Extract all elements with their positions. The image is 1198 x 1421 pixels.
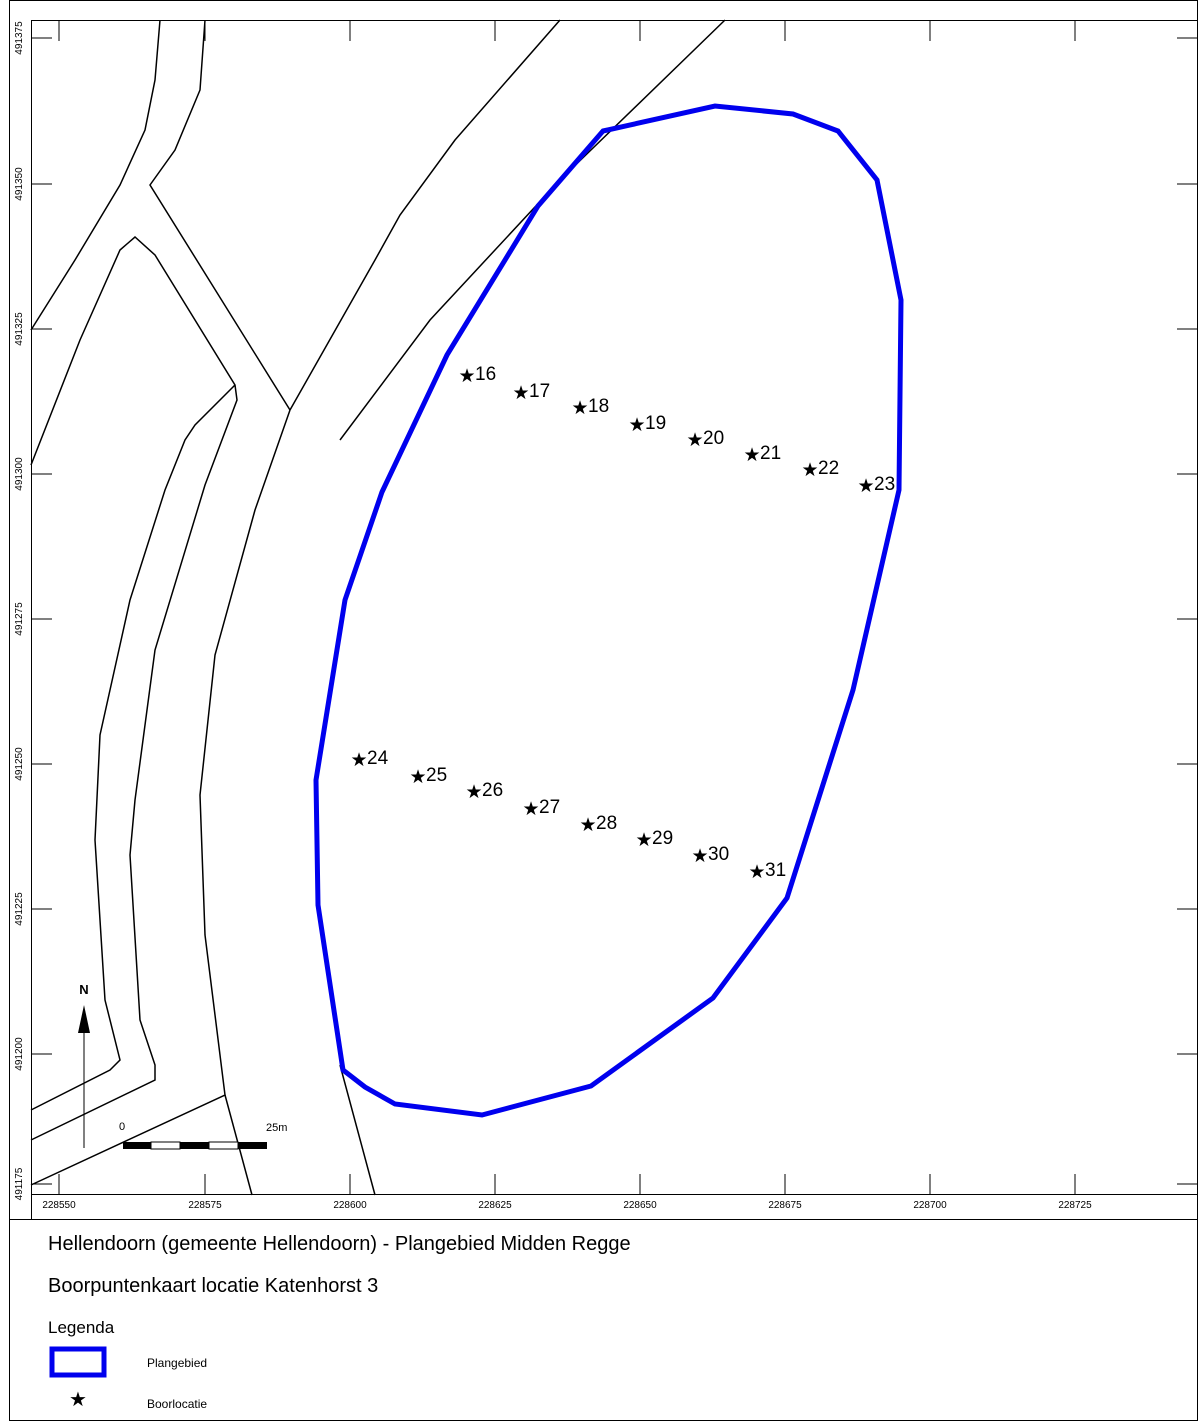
boring-point-label: 30 — [708, 844, 729, 865]
boring-point-star-icon: ★ — [465, 781, 482, 803]
road-line — [339, 19, 726, 441]
scalebar-end-label: 25m — [266, 1122, 287, 1134]
boring-point-star-icon: ★ — [743, 444, 760, 466]
scalebar-start-label: 0 — [119, 1121, 125, 1133]
star-icon: ★ — [69, 1387, 87, 1411]
boring-point-label: 25 — [426, 765, 447, 786]
road-line — [30, 384, 236, 1111]
boring-point-label: 26 — [482, 780, 503, 801]
x-axis-labels: 228550 228575 228600 228625 228650 228675 2287… — [42, 1200, 1092, 1211]
y-tick-label: 491225 — [14, 892, 25, 926]
boring-point-label: 31 — [765, 860, 786, 881]
y-tick-label: 491300 — [14, 457, 25, 491]
map-title: Hellendoorn (gemeente Hellendoorn) - Pla… — [48, 1233, 631, 1255]
road-line — [289, 19, 561, 411]
boring-point-label: 29 — [652, 828, 673, 849]
north-arrow: N — [78, 982, 90, 1148]
road-line — [339, 1064, 376, 1196]
boring-point-star-icon: ★ — [635, 829, 652, 851]
boring-point-label: 27 — [539, 797, 560, 818]
x-tick-label: 228700 — [913, 1200, 947, 1211]
boring-point-star-icon: ★ — [857, 475, 874, 497]
boring-point-star-icon: ★ — [748, 861, 765, 883]
boring-point-star-icon: ★ — [691, 845, 708, 867]
y-tick-label: 491175 — [14, 1167, 25, 1200]
x-tick-label: 228725 — [1058, 1200, 1092, 1211]
boring-point-label: 21 — [760, 443, 781, 464]
x-tick-label: 228550 — [42, 1200, 76, 1211]
y-tick-label: 491375 — [14, 21, 25, 55]
boring-point-star-icon: ★ — [579, 814, 596, 836]
boring-point-label: 23 — [874, 474, 895, 495]
y-tick-label: 491250 — [14, 747, 25, 781]
map-area-border — [31, 20, 1198, 1195]
north-arrow-icon — [78, 1005, 90, 1033]
boring-point-star-icon: ★ — [686, 429, 703, 451]
road-line — [30, 19, 161, 331]
y-tick-label: 491200 — [14, 1037, 25, 1071]
scale-bar: 0 25m — [119, 1121, 287, 1150]
map-subtitle: Boorpuntenkaart locatie Katenhorst 3 — [48, 1275, 379, 1297]
road-line — [149, 19, 291, 411]
boring-point-star-icon: ★ — [571, 397, 588, 419]
x-tick-label: 228600 — [333, 1200, 367, 1211]
boring-point-label: 20 — [703, 428, 724, 449]
boring-point-label: 19 — [645, 413, 666, 434]
boring-point-label: 24 — [367, 748, 389, 769]
boring-point-label: 17 — [529, 381, 550, 402]
boring-point-star-icon: ★ — [350, 749, 367, 771]
boring-point-label: 18 — [588, 396, 609, 417]
boring-point-star-icon: ★ — [628, 414, 645, 436]
y-tick-label: 491325 — [14, 312, 25, 346]
legend-heading: Legenda — [48, 1318, 115, 1337]
road-line — [30, 409, 291, 1186]
boring-points: ★ 16★ 17★ 18★ 19★ 20★ 21★ 22★ 23★ 24★ 25★ 26★ 27★ 28★… — [350, 364, 895, 883]
boring-point-label: 16 — [475, 364, 496, 385]
x-tick-label: 228675 — [768, 1200, 802, 1211]
boring-point-star-icon: ★ — [458, 365, 475, 387]
background-lines — [30, 19, 726, 1196]
x-tick-label: 228625 — [478, 1200, 512, 1211]
x-tick-label: 228575 — [188, 1200, 222, 1211]
boring-point-star-icon: ★ — [522, 798, 539, 820]
y-tick-label: 491275 — [14, 602, 25, 636]
boring-point-star-icon: ★ — [512, 382, 529, 404]
north-label: N — [79, 982, 88, 997]
x-tick-label: 228650 — [623, 1200, 657, 1211]
legend-item-plangebied: Plangebied — [147, 1356, 208, 1370]
legend-plangebied-symbol — [49, 1346, 107, 1378]
y-tick-label: 491350 — [14, 167, 25, 201]
boring-point-label: 22 — [818, 458, 839, 479]
boring-point-star-icon: ★ — [801, 459, 818, 481]
road-line — [30, 235, 238, 1141]
tick-marks — [32, 21, 1197, 1194]
boring-point-star-icon: ★ — [409, 766, 426, 788]
plangebied-polygon — [313, 103, 904, 1118]
y-axis-labels: 491375 491350 491325 491300 491275 491250 4912… — [14, 21, 25, 1200]
boring-point-label: 28 — [596, 813, 617, 834]
legend-item-boorlocatie: Boorlocatie — [147, 1397, 208, 1411]
